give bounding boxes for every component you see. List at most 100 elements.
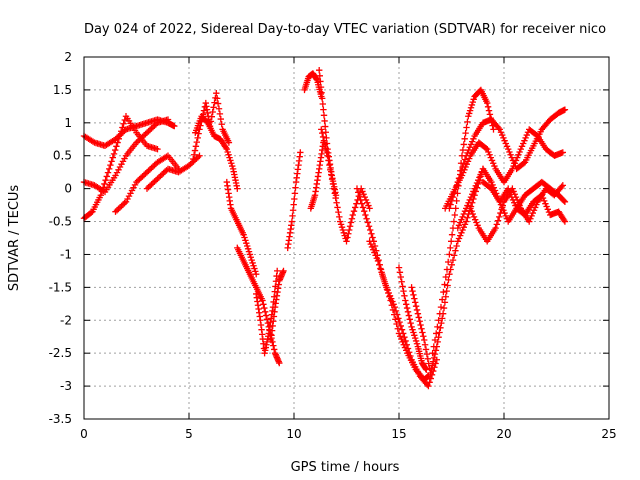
data-point [325,157,332,164]
data-point [373,255,380,262]
series-arc-7 [192,113,241,192]
data-point [223,145,230,153]
data-point [464,214,471,221]
data-point [403,301,410,308]
data-point [358,200,365,207]
data-point [208,113,215,120]
data-point [386,292,394,300]
data-point [463,160,470,168]
data-point [430,358,437,365]
data-point [334,204,341,211]
data-point [496,198,503,205]
data-point [320,139,327,146]
data-point [561,106,569,113]
data-point [319,100,326,108]
data-point [114,139,121,146]
data-point [518,143,526,150]
data-point [412,302,420,310]
data-point [243,239,250,247]
data-point [512,193,520,201]
data-point [365,202,372,209]
data-point [469,210,476,218]
data-point [544,206,551,213]
data-point [477,171,484,178]
data-point [464,202,471,209]
series-arc-21 [429,86,497,357]
data-point [468,101,476,109]
data-point [454,238,461,245]
data-point [427,375,434,382]
data-point [521,137,528,144]
data-point [523,131,530,139]
data-point [251,265,258,272]
data-point [348,215,356,222]
data-point [476,174,483,181]
x-axis-label: GPS time / hours [291,460,400,475]
data-point [502,140,509,147]
series-arc-26 [479,178,569,225]
data-point [340,229,347,237]
data-point [368,243,376,251]
data-point [88,209,95,216]
data-point [450,218,458,225]
data-point [455,235,463,242]
y-axis-label: SDTVAR / TECUs [7,185,22,292]
data-point [458,216,465,223]
data-point [234,185,241,192]
data-point [359,188,366,195]
data-point [445,258,452,266]
data-point [347,219,355,226]
data-point [468,208,475,215]
data-point [357,196,364,204]
data-point [291,195,298,203]
data-point [250,262,257,269]
data-point [399,283,406,290]
data-point [119,124,126,131]
data-point [461,208,469,215]
data-point [328,171,335,178]
data-point [509,185,516,192]
data-point [452,247,459,254]
data-point [419,329,426,336]
data-point [470,213,478,221]
data-point [391,303,398,311]
series-arc-13 [301,70,325,100]
data-point [464,149,471,157]
data-point [394,325,401,332]
data-point [401,333,408,341]
data-point [464,158,472,165]
data-point [225,151,232,158]
data-point [262,308,269,316]
data-points [80,66,569,390]
data-point [397,273,404,281]
data-point [218,121,225,128]
data-point [502,212,509,220]
data-point [337,218,344,225]
data-point [425,360,432,367]
data-point [421,336,428,344]
data-point [412,334,419,342]
y-tick-label: -2.5 [49,346,72,360]
data-point [541,197,548,205]
data-point [361,193,368,201]
data-point [244,242,251,250]
data-point [506,148,513,156]
data-point [490,160,497,167]
data-point [327,166,334,174]
data-point [492,224,499,232]
data-point [527,215,534,222]
data-point [520,140,527,147]
data-point [316,66,323,74]
data-point [516,148,523,156]
data-point [360,191,367,198]
data-point [210,104,217,111]
series-arc-11 [267,267,287,344]
data-point [322,129,329,136]
data-point [436,329,443,336]
data-point [392,316,399,323]
data-point [467,104,475,111]
data-point [350,208,358,215]
data-point [436,310,443,317]
data-point [460,160,467,167]
